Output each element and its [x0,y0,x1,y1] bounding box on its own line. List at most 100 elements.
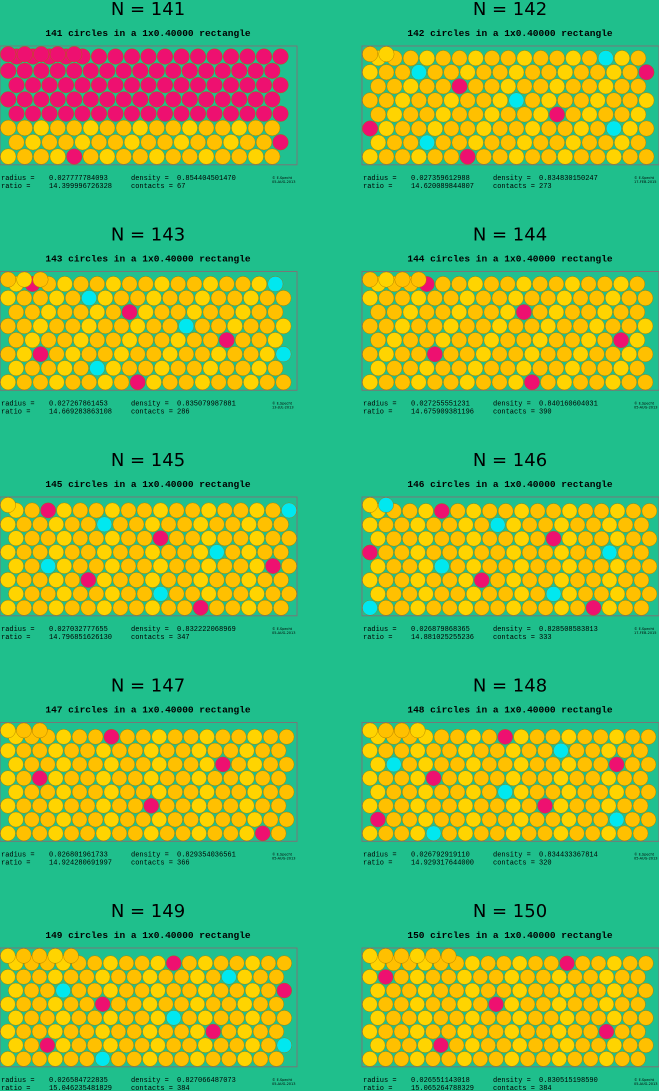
circle [622,1037,638,1053]
circle [249,530,265,547]
circle [49,62,66,79]
circle [630,106,647,123]
circle [270,770,287,786]
circle [0,544,16,560]
circle [32,318,49,334]
circle [545,784,561,800]
circle [557,64,574,81]
circle [74,77,91,94]
circle [16,798,32,814]
density-value: 0.830515198590 [539,1077,598,1085]
circle [0,497,16,513]
ratio-label: ratio = [1,1085,30,1091]
circle [128,599,145,616]
circle [252,1051,269,1067]
circle [178,374,195,391]
circle [210,374,227,391]
circle [516,332,532,349]
circle [386,78,403,95]
circle [529,756,545,773]
circle [0,271,16,288]
circle [409,948,425,964]
circle [632,742,649,759]
circle [559,1037,575,1053]
circle [588,290,605,306]
circle [110,969,127,985]
circle [435,332,451,349]
circle [154,332,170,349]
date: 13-JUL-2013 [272,406,294,410]
circle [275,290,292,306]
circle [208,599,225,616]
circle [409,996,425,1012]
circle [264,119,281,137]
circle [556,346,573,363]
circle [516,360,532,377]
circle [218,276,235,292]
circle [123,134,141,151]
panel-subtitle: 142 circles in a 1x0.40000 rectangle [407,28,613,39]
date: 05-AUG-2013 [634,1082,657,1086]
circle [160,572,177,588]
circle [500,134,517,151]
circle [637,374,654,391]
circle [120,558,137,574]
circle [150,955,166,971]
circle [31,996,48,1012]
panel-title: N = 146 [473,450,547,471]
circle [210,318,227,334]
circle [575,1037,591,1053]
circle [467,276,484,292]
circle [613,276,629,292]
credit: © E.Specht [272,853,293,857]
circle [148,119,165,137]
circle [435,360,451,377]
circle [40,756,56,773]
circle [235,332,251,349]
circle [609,586,626,602]
circle [241,516,257,533]
circle [112,599,129,616]
circle [402,503,418,519]
radius-label: radius = [363,401,397,409]
circle [435,276,451,292]
circle [630,50,647,67]
circle [499,276,516,292]
circle [504,969,520,985]
circle [425,948,441,964]
date: 05-AUG-2013 [634,857,657,861]
circle [200,586,217,602]
circle [417,982,433,999]
circle [475,346,492,363]
panel-subtitle: 148 circles in a 1x0.40000 rectangle [407,705,613,716]
circle [630,996,646,1012]
circle [622,955,638,971]
circle [500,106,517,123]
ratio-label: ratio = [363,183,392,191]
circle [480,955,496,971]
circle [553,517,570,533]
circle [362,825,378,842]
circle [16,599,32,616]
circle [581,78,598,95]
circle [641,558,658,575]
circle [449,756,466,773]
circle [158,996,174,1012]
circle [426,544,442,561]
circle [630,1051,646,1067]
circle [32,516,48,533]
circle [457,770,474,786]
circle [71,1037,87,1053]
circle [154,304,170,320]
circle [0,599,16,616]
circle [489,572,506,588]
circle [589,148,606,165]
circle [142,1023,158,1040]
circle [630,1023,646,1040]
circle [589,92,606,109]
circle [243,346,259,363]
circle [596,276,613,292]
circle [200,502,217,519]
circle [112,572,129,588]
circle [622,92,639,109]
